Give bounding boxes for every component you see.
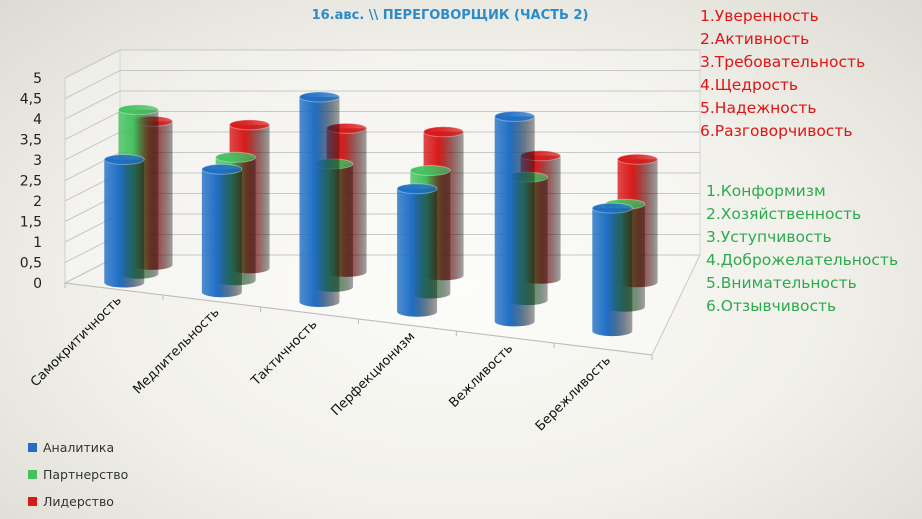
red-traits-list: 1.Уверенность 2.Активность 3.Требователь… [700,5,865,143]
bar-top [103,154,145,166]
x-tick-label: Самокритичность [28,293,125,390]
red-trait-6: 6.Разговорчивость [700,122,853,140]
bar-Аналитика-Бережливость[interactable] [591,202,633,337]
red-trait-4: 4.Щедрость [700,76,799,94]
bar-Аналитика-Вежливость[interactable] [494,110,536,327]
bar-top [591,202,633,214]
bar-top [201,163,243,175]
y-axis: 0 0,5 1 1,5 2 2,5 3 3,5 4 4,5 5 [20,71,42,292]
x-tick-label: Вежливость [447,341,517,411]
bar-top [423,126,465,138]
chart-legend: Аналитика Партнерство Лидерство [28,434,128,515]
legend-label: Партнерство [43,467,129,482]
y-tick-label: 2 [33,194,42,210]
legend-label: Аналитика [43,440,115,455]
y-tick-label: 4 [33,112,42,128]
bar-body [299,96,340,307]
red-trait-3: 3.Требовательность [700,53,866,71]
green-trait-5: 5.Внимательность [706,274,857,292]
legend-item-leadership[interactable]: Лидерство [28,488,128,515]
green-trait-4: 4.Доброжелательность [706,251,899,269]
green-trait-3: 3.Уступчивость [706,228,832,246]
y-tick-label: 5 [33,71,42,87]
bar-body [592,208,633,337]
red-trait-5: 5.Надежность [700,99,817,117]
y-tick-label: 2,5 [20,174,42,190]
green-traits-list: 1.Конформизм 2.Хозяйственность 3.Уступчи… [706,180,898,318]
y-tick-label: 3,5 [20,133,42,149]
bar-top [229,119,271,131]
bar-top [215,151,257,163]
y-tick-label: 1 [33,235,42,251]
red-trait-2: 2.Активность [700,30,810,48]
green-trait-1: 1.Конформизм [706,182,826,200]
y-tick-label: 3 [33,153,42,169]
bar-top [409,165,451,176]
grid-line [64,70,700,99]
y-tick-label: 4,5 [20,92,42,108]
green-trait-6: 6.Отзывчивость [706,297,837,315]
chart-title: 16.авс. \\ ПЕРЕГОВОРЩИК (ЧАСТЬ 2) [311,8,589,23]
legend-swatch-red [28,497,37,506]
bar-Аналитика-Самокритичность[interactable] [103,154,145,288]
legend-swatch-green [28,470,37,479]
bar-body [201,169,242,298]
legend-label: Лидерство [43,494,114,509]
bar-Аналитика-Перфекционизм[interactable] [396,183,438,317]
legend-swatch-blue [28,443,37,452]
y-tick-label: 0,5 [20,256,42,272]
chart-bars [103,91,659,337]
x-tick-label: Тактичность [248,317,320,389]
y-tick-label: 1,5 [20,215,42,231]
green-trait-2: 2.Хозяйственность [706,205,862,223]
bar-top [298,91,340,103]
bar-top [494,110,536,122]
bar-top [117,104,159,116]
grid-line [64,90,700,120]
y-tick-label: 0 [33,276,42,292]
bar-Аналитика-Медлительность[interactable] [201,163,243,298]
bar-body [397,188,438,317]
x-tick-label: Медлительность [130,305,222,397]
x-tick-label: Перфекционизм [328,329,418,419]
legend-item-analytics[interactable]: Аналитика [28,434,128,461]
bar-body [104,159,145,288]
red-trait-1: 1.Уверенность [700,7,819,25]
bar-Аналитика-Тактичность[interactable] [298,91,340,307]
grid-line [64,49,700,79]
bar-body [494,116,535,327]
bar-top [396,183,438,195]
legend-item-partnership[interactable]: Партнерство [28,461,128,488]
bar-top [617,153,659,165]
x-tick-label: Бережливость [533,353,614,434]
